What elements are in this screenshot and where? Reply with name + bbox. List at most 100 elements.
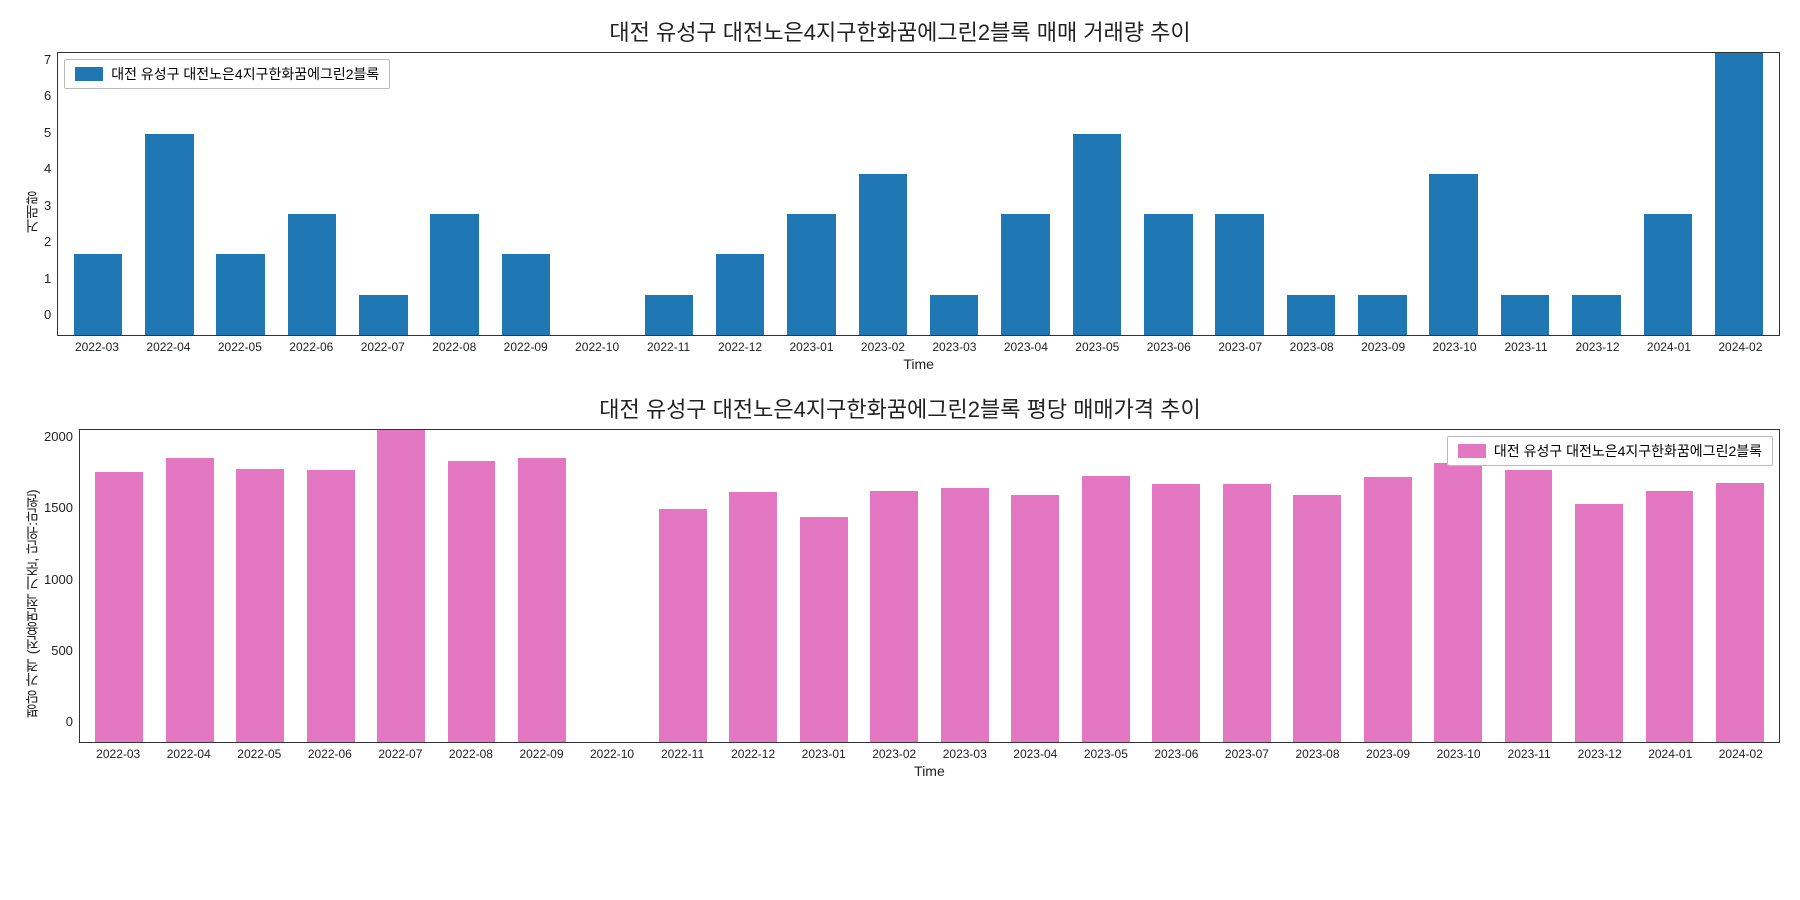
bar — [1011, 495, 1059, 742]
xtick-label: 2024-02 — [1706, 747, 1777, 761]
bar-slot — [919, 53, 990, 335]
bar-slot — [704, 53, 775, 335]
xtick-label: 2023-02 — [859, 747, 930, 761]
bar — [645, 295, 694, 335]
xtick-label: 2023-08 — [1276, 340, 1347, 354]
ytick-label: 2000 — [44, 429, 73, 444]
bar — [307, 470, 355, 742]
bar — [166, 458, 214, 742]
chart2-yaxis: 2000150010005000 — [44, 429, 79, 729]
bar-slot — [718, 430, 788, 742]
bar-slot — [1000, 430, 1070, 742]
chart2-title: 대전 유성구 대전노은4지구한화꿈에그린2블록 평당 매매가격 추이 — [20, 392, 1780, 424]
xtick-label: 2024-01 — [1633, 340, 1704, 354]
legend-swatch — [75, 67, 103, 81]
bar-slot — [648, 430, 718, 742]
bar — [1646, 491, 1694, 742]
xtick-label: 2023-01 — [776, 340, 847, 354]
bar-slot — [154, 430, 224, 742]
bar-slot — [1704, 53, 1775, 335]
chart1-title: 대전 유성구 대전노은4지구한화꿈에그린2블록 매매 거래량 추이 — [20, 15, 1780, 47]
bar — [1434, 463, 1482, 742]
bar — [1572, 295, 1621, 335]
bar — [930, 295, 979, 335]
xtick-label: 2023-11 — [1490, 340, 1561, 354]
bar — [236, 469, 284, 742]
bar — [377, 430, 425, 742]
ytick-label: 500 — [51, 643, 73, 658]
bar-slot — [134, 53, 205, 335]
bar — [95, 472, 143, 742]
bar-slot — [1352, 430, 1422, 742]
bar — [941, 488, 989, 742]
xtick-label: 2023-09 — [1353, 747, 1424, 761]
chart1-bars — [58, 53, 1779, 335]
bar — [1001, 214, 1050, 335]
bar-slot — [1141, 430, 1211, 742]
xtick-label: 2022-06 — [276, 340, 347, 354]
xtick-label: 2023-10 — [1423, 747, 1494, 761]
bar-slot — [847, 53, 918, 335]
bar — [1358, 295, 1407, 335]
chart1-legend: 대전 유성구 대전노은4지구한화꿈에그린2블록 — [64, 59, 390, 89]
ytick-label: 6 — [44, 88, 51, 103]
ytick-label: 0 — [66, 714, 73, 729]
xtick-label: 2023-10 — [1419, 340, 1490, 354]
xtick-label: 2023-01 — [788, 747, 859, 761]
ytick-label: 3 — [44, 198, 51, 213]
chart2-xaxis: 2022-032022-042022-052022-062022-072022-… — [79, 743, 1780, 761]
ytick-label: 5 — [44, 125, 51, 140]
legend-swatch — [1458, 444, 1486, 458]
xtick-label: 2022-11 — [633, 340, 704, 354]
xtick-label: 2023-12 — [1562, 340, 1633, 354]
xtick-label: 2022-09 — [506, 747, 577, 761]
bar — [74, 254, 123, 335]
bar — [659, 509, 707, 742]
xtick-label: 2023-06 — [1133, 340, 1204, 354]
bar — [1082, 476, 1130, 742]
bar — [1575, 504, 1623, 743]
bar-slot — [1133, 53, 1204, 335]
xtick-label: 2022-07 — [365, 747, 436, 761]
bar — [216, 254, 265, 335]
ytick-label: 1000 — [44, 572, 73, 587]
bar-slot — [1418, 53, 1489, 335]
xtick-label: 2023-09 — [1347, 340, 1418, 354]
chart2-ylabel: 평당 가격 (전용면적 기준, 단위:만원) — [20, 429, 44, 779]
price-chart: 대전 유성구 대전노은4지구한화꿈에그린2블록 평당 매매가격 추이 평당 가격… — [20, 392, 1780, 779]
xtick-label: 2023-06 — [1141, 747, 1212, 761]
bar-slot — [1282, 430, 1352, 742]
xtick-label: 2022-05 — [204, 340, 275, 354]
xtick-label: 2023-05 — [1071, 747, 1142, 761]
bar-slot — [276, 53, 347, 335]
xtick-label: 2023-11 — [1494, 747, 1565, 761]
bar-slot — [490, 53, 561, 335]
xtick-label: 2024-02 — [1705, 340, 1776, 354]
xtick-label: 2022-12 — [718, 747, 789, 761]
bar-slot — [577, 430, 647, 742]
chart2-bars — [80, 430, 1779, 742]
bar — [716, 254, 765, 335]
xtick-label: 2023-07 — [1204, 340, 1275, 354]
bar — [1716, 483, 1764, 742]
chart2-legend: 대전 유성구 대전노은4지구한화꿈에그린2블록 — [1447, 436, 1773, 466]
bar-slot — [1275, 53, 1346, 335]
xtick-label: 2022-12 — [704, 340, 775, 354]
bar — [787, 214, 836, 335]
xtick-label: 2023-03 — [919, 340, 990, 354]
xtick-label: 2022-11 — [647, 747, 718, 761]
bar — [1073, 134, 1122, 335]
bar-slot — [1705, 430, 1775, 742]
ytick-label: 7 — [44, 52, 51, 67]
bar — [288, 214, 337, 335]
bar-slot — [1634, 430, 1704, 742]
bar — [800, 517, 848, 742]
bar — [1144, 214, 1193, 335]
xtick-label: 2024-01 — [1635, 747, 1706, 761]
xtick-label: 2023-04 — [990, 340, 1061, 354]
bar — [1287, 295, 1336, 335]
chart1-plot: 대전 유성구 대전노은4지구한화꿈에그린2블록 — [57, 52, 1780, 336]
bar — [1364, 477, 1412, 742]
chart2-xlabel: Time — [79, 763, 1780, 779]
bar-slot — [348, 53, 419, 335]
